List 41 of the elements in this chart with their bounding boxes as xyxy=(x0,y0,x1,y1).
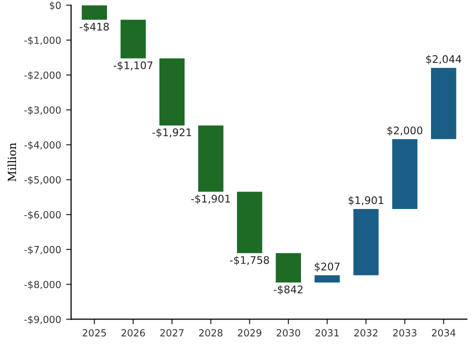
bar xyxy=(159,58,185,126)
y-tick-label: -$9,000 xyxy=(24,316,61,324)
y-tick-label: -$8,000 xyxy=(24,280,61,290)
y-tick-label: -$5,000 xyxy=(24,176,61,185)
x-tick-label: 2028 xyxy=(199,329,222,336)
bar xyxy=(392,139,418,209)
data-label: -$1,107 xyxy=(114,61,152,71)
y-tick-label: -$3,000 xyxy=(24,106,61,116)
x-tick-label: 2030 xyxy=(276,329,300,336)
bar xyxy=(353,208,379,276)
y-tick-label: -$7,000 xyxy=(24,246,61,255)
x-tick-label: 2029 xyxy=(238,329,262,336)
data-label: $207 xyxy=(314,262,340,272)
x-tick-label: 2025 xyxy=(82,329,106,336)
data-label: $2,000 xyxy=(387,126,422,136)
data-label: -$1,901 xyxy=(191,194,230,204)
data-label: $1,901 xyxy=(348,196,384,206)
bar xyxy=(276,253,302,282)
y-tick-label: -$4,000 xyxy=(24,141,61,150)
data-label: -$418 xyxy=(80,22,109,32)
data-label: -$842 xyxy=(274,285,302,295)
data-label: -$1,921 xyxy=(152,128,192,138)
bar xyxy=(82,5,107,20)
bar xyxy=(236,192,262,254)
y-tick-label: -$2,000 xyxy=(24,71,61,80)
y-tick-label: -$1,000 xyxy=(24,36,61,46)
data-label: $2,044 xyxy=(426,54,462,64)
bar xyxy=(430,68,456,140)
x-tick-label: 2031 xyxy=(316,329,339,336)
x-tick-label: 2033 xyxy=(393,329,416,336)
x-tick-label: 2027 xyxy=(160,329,184,336)
y-tick-label: $0 xyxy=(50,2,61,10)
x-tick-label: 2026 xyxy=(122,329,145,336)
y-tick-label: -$6,000 xyxy=(24,210,61,220)
bar xyxy=(198,125,224,192)
x-tick-label: 2032 xyxy=(354,329,378,336)
x-tick-label: 2034 xyxy=(432,329,456,336)
y-axis-title: Million xyxy=(8,142,16,182)
data-label: -$1,758 xyxy=(230,256,269,266)
bar xyxy=(120,20,146,58)
bar xyxy=(314,275,340,282)
